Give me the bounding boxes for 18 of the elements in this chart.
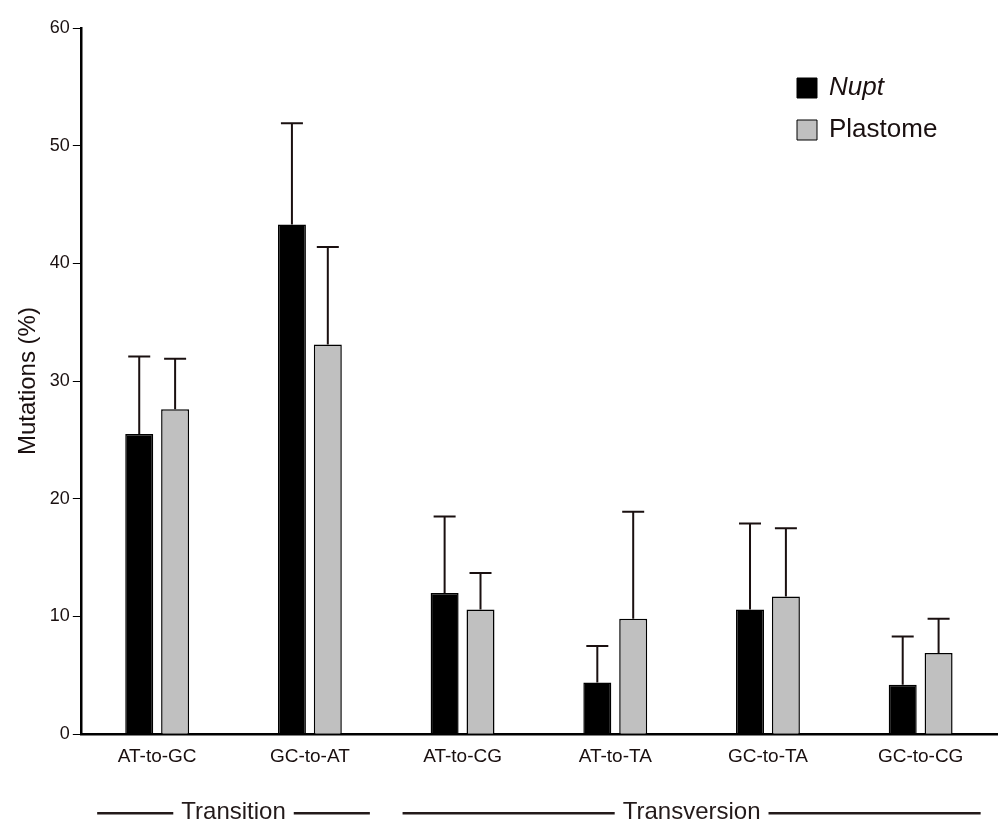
x-tick-label: GC-to-CG xyxy=(877,744,964,766)
x-tick-label: GC-to-AT xyxy=(269,744,351,766)
y-tick-label: 0 xyxy=(59,723,70,744)
y-tick-label: 60 xyxy=(49,16,70,37)
text: Transition xyxy=(181,796,286,821)
x-tick-label: AT-to-TA xyxy=(578,744,653,766)
y-tick-label: 50 xyxy=(49,134,70,155)
x-tick-label: AT-to-CG xyxy=(423,744,502,766)
y-tick-label: 40 xyxy=(49,252,70,273)
y-tick-label: 10 xyxy=(49,605,70,626)
legend-label: Nupt xyxy=(829,71,886,102)
x-tick-label: GC-to-TA xyxy=(728,744,809,766)
y-tick-label: 30 xyxy=(49,370,70,391)
x-tick-label: AT-to-GC xyxy=(117,744,197,766)
legend-label: Plastome xyxy=(829,113,938,144)
y-axis-title: Mutations (%) xyxy=(13,307,41,456)
y-tick-label: 20 xyxy=(49,487,70,508)
text: Transversion xyxy=(622,796,761,821)
